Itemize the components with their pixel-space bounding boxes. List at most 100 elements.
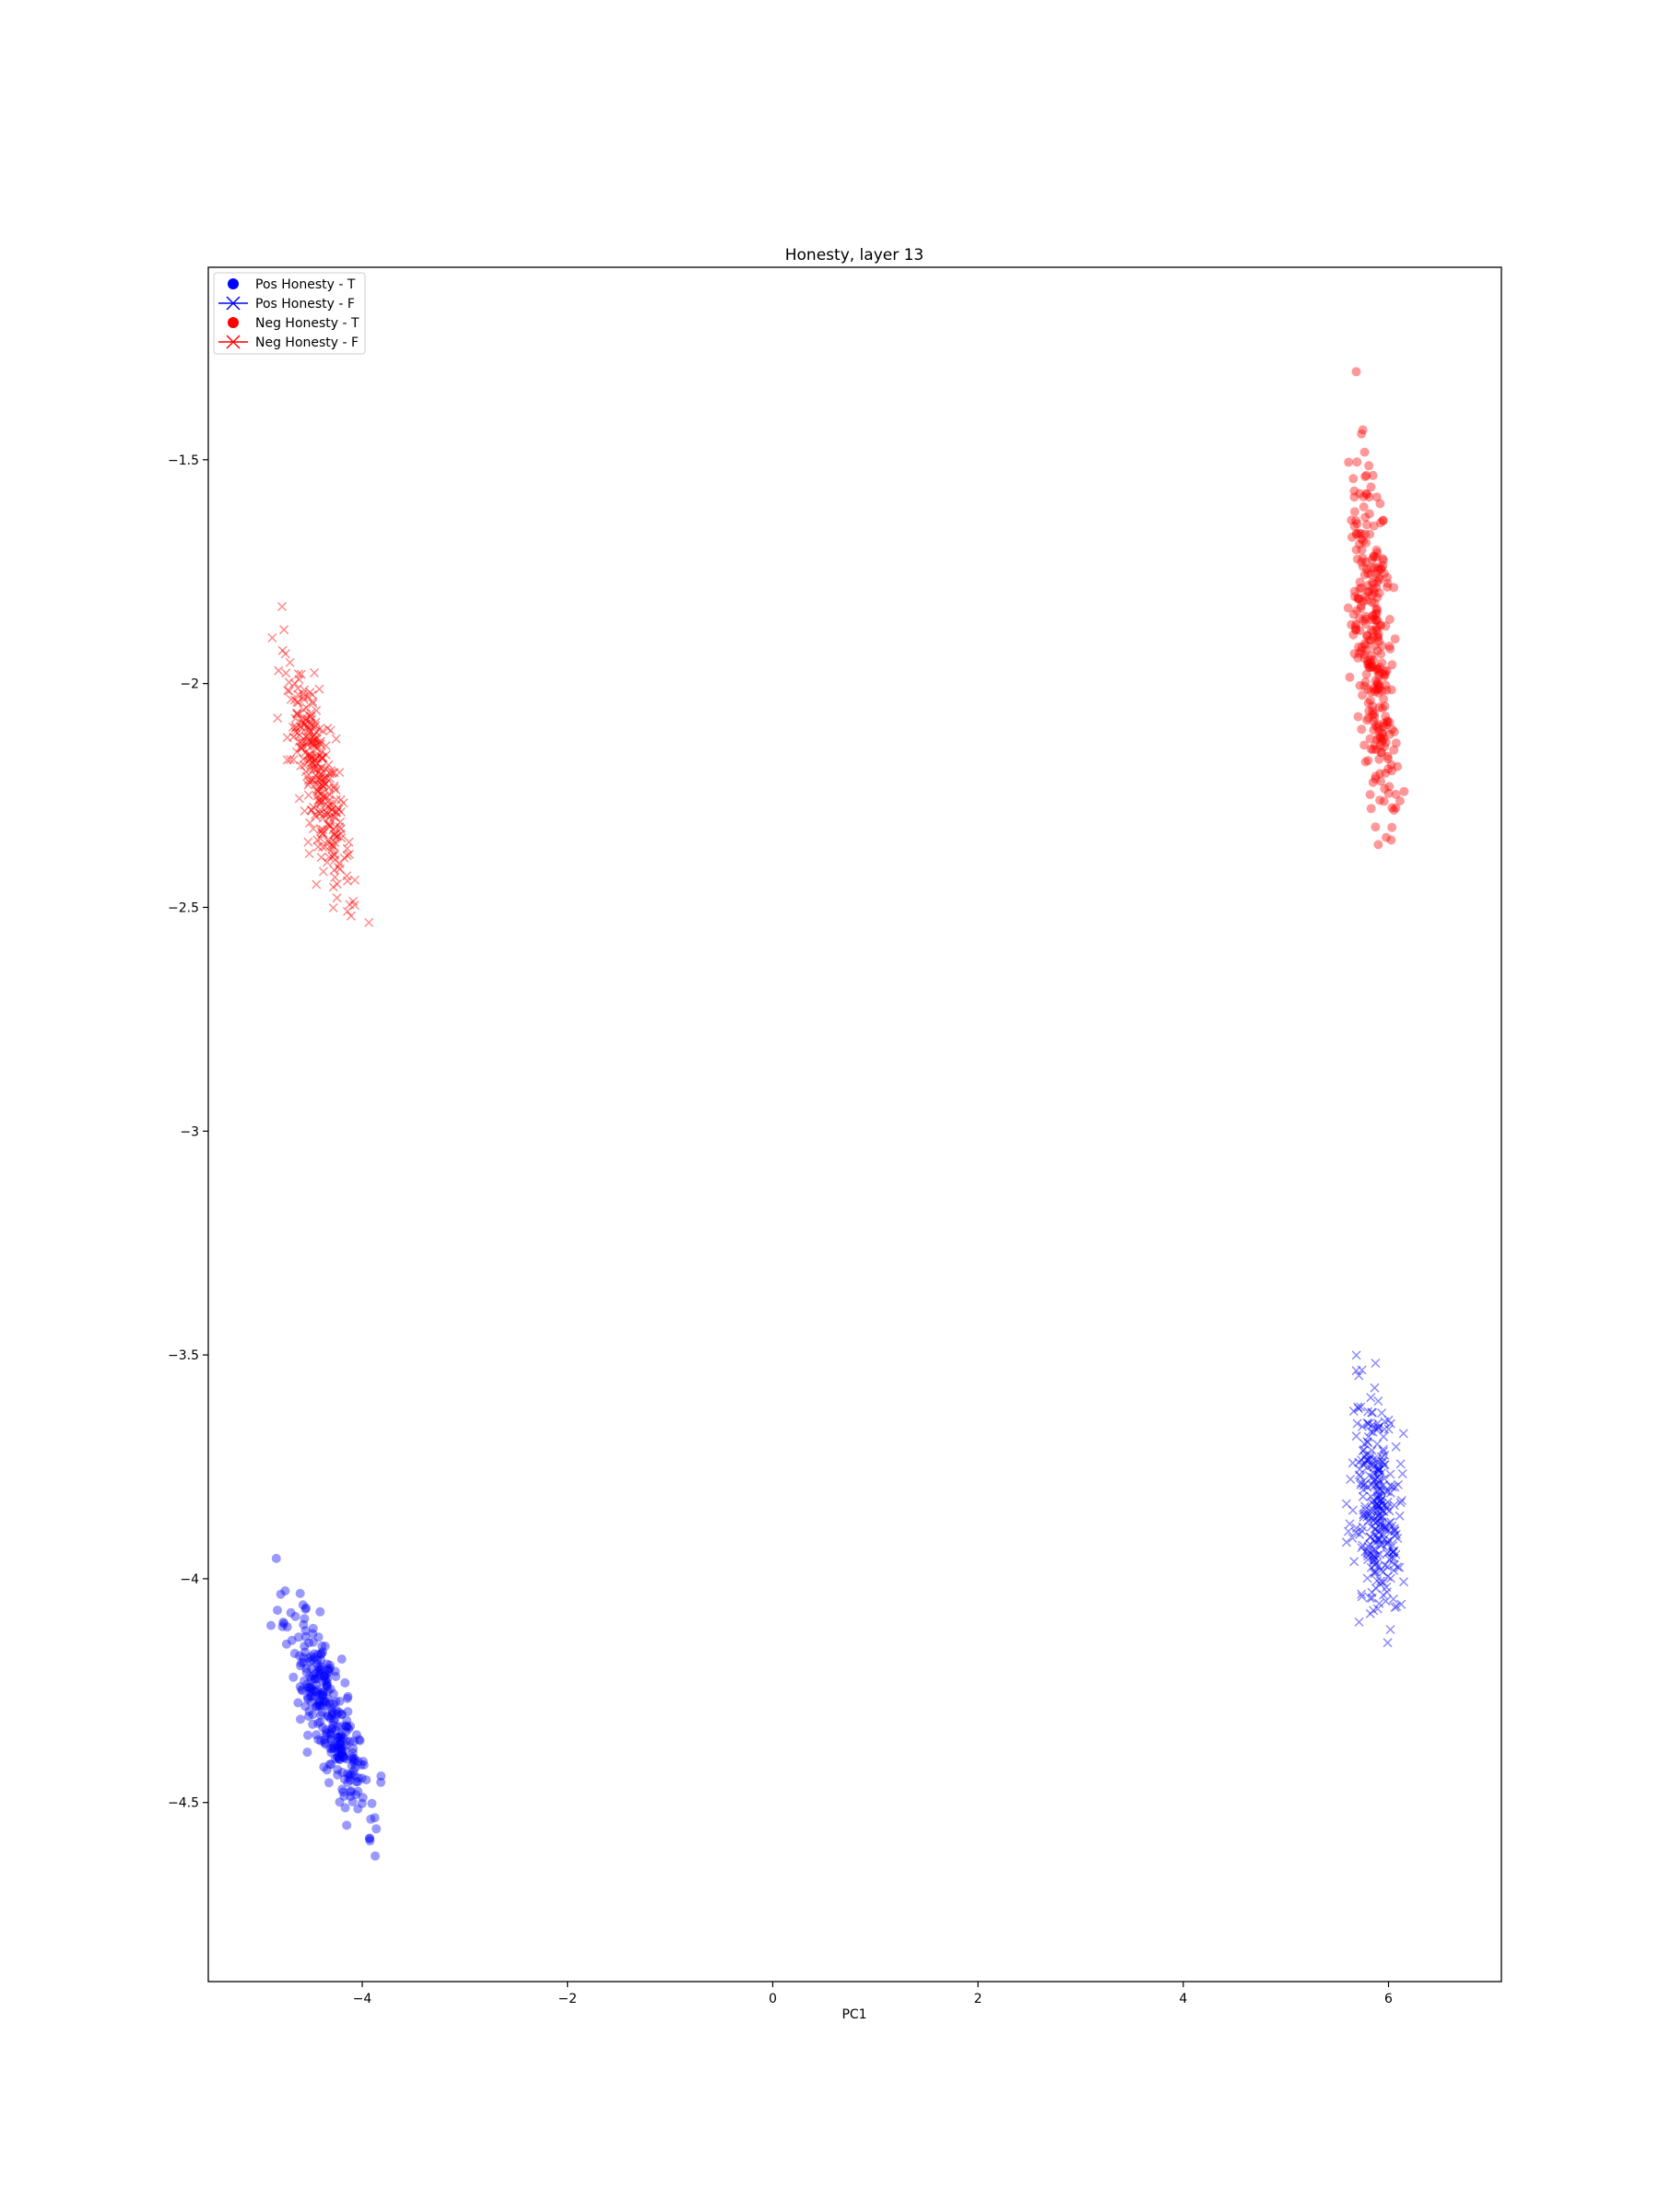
data-point: [1355, 626, 1365, 636]
data-point: [1357, 1525, 1367, 1536]
data-point: [312, 734, 323, 744]
data-point: [1372, 1439, 1382, 1449]
data-point: [338, 1733, 348, 1743]
data-point: [1386, 759, 1396, 770]
data-point: [316, 827, 326, 837]
data-point: [1360, 677, 1371, 687]
data-point: [1388, 1594, 1398, 1605]
data-point: [326, 1734, 335, 1744]
data-point: [335, 1731, 346, 1741]
data-point: [342, 1722, 352, 1732]
data-point: [1381, 769, 1391, 778]
data-point: [313, 795, 324, 806]
data-point: [314, 724, 324, 735]
data-point: [312, 727, 322, 737]
data-point: [1362, 656, 1372, 666]
data-point: [1393, 1479, 1404, 1489]
data-point: [308, 736, 318, 747]
data-point: [335, 1696, 345, 1706]
data-point: [335, 1797, 345, 1807]
data-point: [319, 809, 329, 819]
data-point: [323, 1694, 333, 1704]
data-point: [336, 1744, 346, 1754]
data-point: [313, 1649, 324, 1659]
data-point: [1364, 706, 1374, 716]
data-point: [336, 1730, 347, 1740]
data-point: [324, 837, 334, 847]
data-point: [1373, 631, 1383, 641]
data-point: [1353, 594, 1363, 604]
data-point: [1359, 1480, 1369, 1490]
data-point: [278, 1618, 288, 1628]
data-point: [1346, 1474, 1356, 1485]
data-point: [1341, 1537, 1351, 1547]
data-point: [316, 775, 326, 786]
data-point: [1363, 1455, 1374, 1465]
data-point: [303, 1712, 313, 1722]
data-point: [1354, 648, 1364, 658]
data-point: [1368, 1427, 1378, 1437]
data-point: [329, 1744, 338, 1754]
data-point: [276, 1589, 286, 1599]
data-point: [1382, 1536, 1393, 1547]
x-tick-label: 4: [1179, 1992, 1187, 2006]
data-point: [1388, 1547, 1398, 1558]
data-point: [357, 1773, 367, 1783]
data-point: [312, 1701, 322, 1712]
data-point: [1372, 1486, 1382, 1497]
data-point: [1393, 1533, 1403, 1544]
data-point: [335, 1744, 345, 1753]
data-point: [300, 760, 310, 771]
data-point: [325, 810, 335, 821]
data-point: [1374, 1463, 1384, 1473]
data-point: [1382, 1503, 1392, 1514]
data-point: [1378, 1457, 1388, 1467]
data-point: [1399, 786, 1409, 796]
data-point: [318, 1688, 328, 1698]
data-point: [299, 1619, 309, 1630]
data-point: [331, 832, 341, 843]
data-point: [304, 849, 314, 859]
data-point: [1374, 1477, 1384, 1488]
data-point: [1374, 636, 1384, 646]
data-point: [361, 1775, 371, 1785]
data-point: [345, 1770, 355, 1780]
data-point: [1370, 1535, 1380, 1546]
data-point: [1372, 1472, 1382, 1482]
data-point: [1380, 1560, 1390, 1571]
data-point: [324, 1759, 335, 1770]
data-point: [1371, 774, 1381, 784]
data-point: [1357, 557, 1367, 567]
data-point: [1376, 776, 1386, 786]
data-point: [1367, 1445, 1377, 1455]
data-point: [1373, 1534, 1383, 1544]
data-point: [1375, 1490, 1385, 1500]
data-point: [1382, 1561, 1393, 1571]
data-point: [1372, 685, 1382, 695]
data-point: [327, 801, 337, 811]
data-point: [335, 824, 346, 834]
data-point: [346, 1786, 356, 1796]
data-point: [340, 1677, 350, 1688]
data-point: [307, 805, 317, 815]
data-point: [304, 728, 314, 738]
data-point: [353, 1786, 363, 1796]
data-point: [314, 808, 324, 818]
data-point: [327, 1711, 337, 1721]
data-point: [297, 718, 307, 728]
data-point: [332, 831, 342, 841]
data-point: [308, 732, 318, 742]
data-point: [1345, 1519, 1355, 1529]
data-point: [312, 1730, 322, 1740]
data-point: [1372, 615, 1382, 625]
data-point: [1362, 520, 1371, 530]
data-point: [1362, 1455, 1372, 1465]
data-point: [316, 1689, 325, 1699]
data-point: [1375, 1496, 1385, 1506]
data-point: [335, 1750, 346, 1760]
data-point: [1389, 1525, 1399, 1535]
data-point: [300, 1603, 311, 1613]
data-point: [1358, 596, 1368, 606]
data-point: [299, 692, 309, 702]
data-point: [1372, 1506, 1382, 1516]
